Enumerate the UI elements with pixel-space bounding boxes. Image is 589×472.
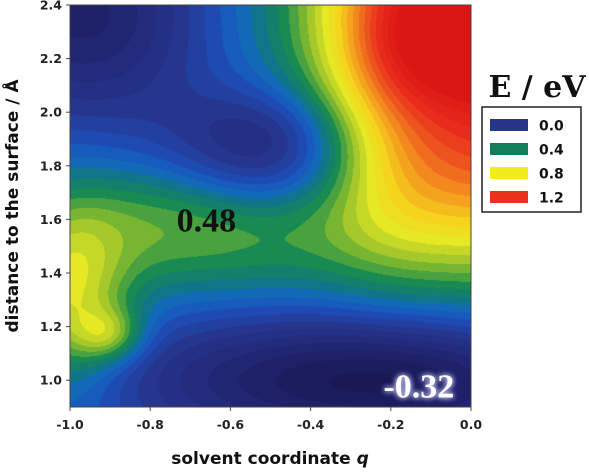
energy-annotation: 0.48 <box>177 202 237 239</box>
energy-annotation: -0.32 <box>383 369 454 406</box>
legend-swatch <box>490 119 528 131</box>
y-tick-label: 2.0 <box>40 105 62 120</box>
plot-area <box>69 4 472 408</box>
x-tick-label: -0.4 <box>297 417 325 432</box>
legend-swatch <box>490 143 528 155</box>
x-axis-variable: q <box>357 449 369 469</box>
y-axis-label: distance to the surface / Å <box>0 79 23 333</box>
legend-label: 0.0 <box>539 119 564 135</box>
x-tick-label: -0.8 <box>137 417 164 432</box>
x-tick-label: -0.6 <box>217 417 245 432</box>
y-tick-label: 2.2 <box>40 51 62 66</box>
x-tick-label: -1.0 <box>56 417 84 432</box>
legend-swatch <box>490 191 528 203</box>
y-axis: 1.0 1.2 1.4 1.6 1.8 2.0 2.2 2.4 <box>40 0 70 388</box>
colorbar-legend: E / eV 0.0 0.4 0.8 1.2 <box>481 70 586 213</box>
x-axis-label: solvent coordinate q <box>171 449 369 469</box>
legend-label: 0.8 <box>539 167 564 183</box>
legend-swatch <box>490 167 528 179</box>
x-axis: -1.0 -0.8 -0.6 -0.4 -0.2 0.0 <box>56 407 482 432</box>
y-tick-label: 1.2 <box>40 319 62 334</box>
x-tick-label: 0.0 <box>460 417 482 432</box>
plot-frame <box>69 4 472 408</box>
legend-label: 0.4 <box>539 143 564 159</box>
y-tick-label: 1.4 <box>40 266 62 281</box>
y-tick-label: 1.6 <box>40 212 62 227</box>
x-tick-label: -0.2 <box>377 417 404 432</box>
y-tick-label: 1.8 <box>40 158 62 173</box>
energy-heatmap <box>70 5 471 407</box>
legend-label: 1.2 <box>539 191 564 207</box>
annotations: 0.48 -0.32 <box>177 202 455 405</box>
y-tick-label: 2.4 <box>40 0 62 13</box>
y-tick-label: 1.0 <box>40 373 62 388</box>
legend-title: E / eV <box>488 70 586 105</box>
